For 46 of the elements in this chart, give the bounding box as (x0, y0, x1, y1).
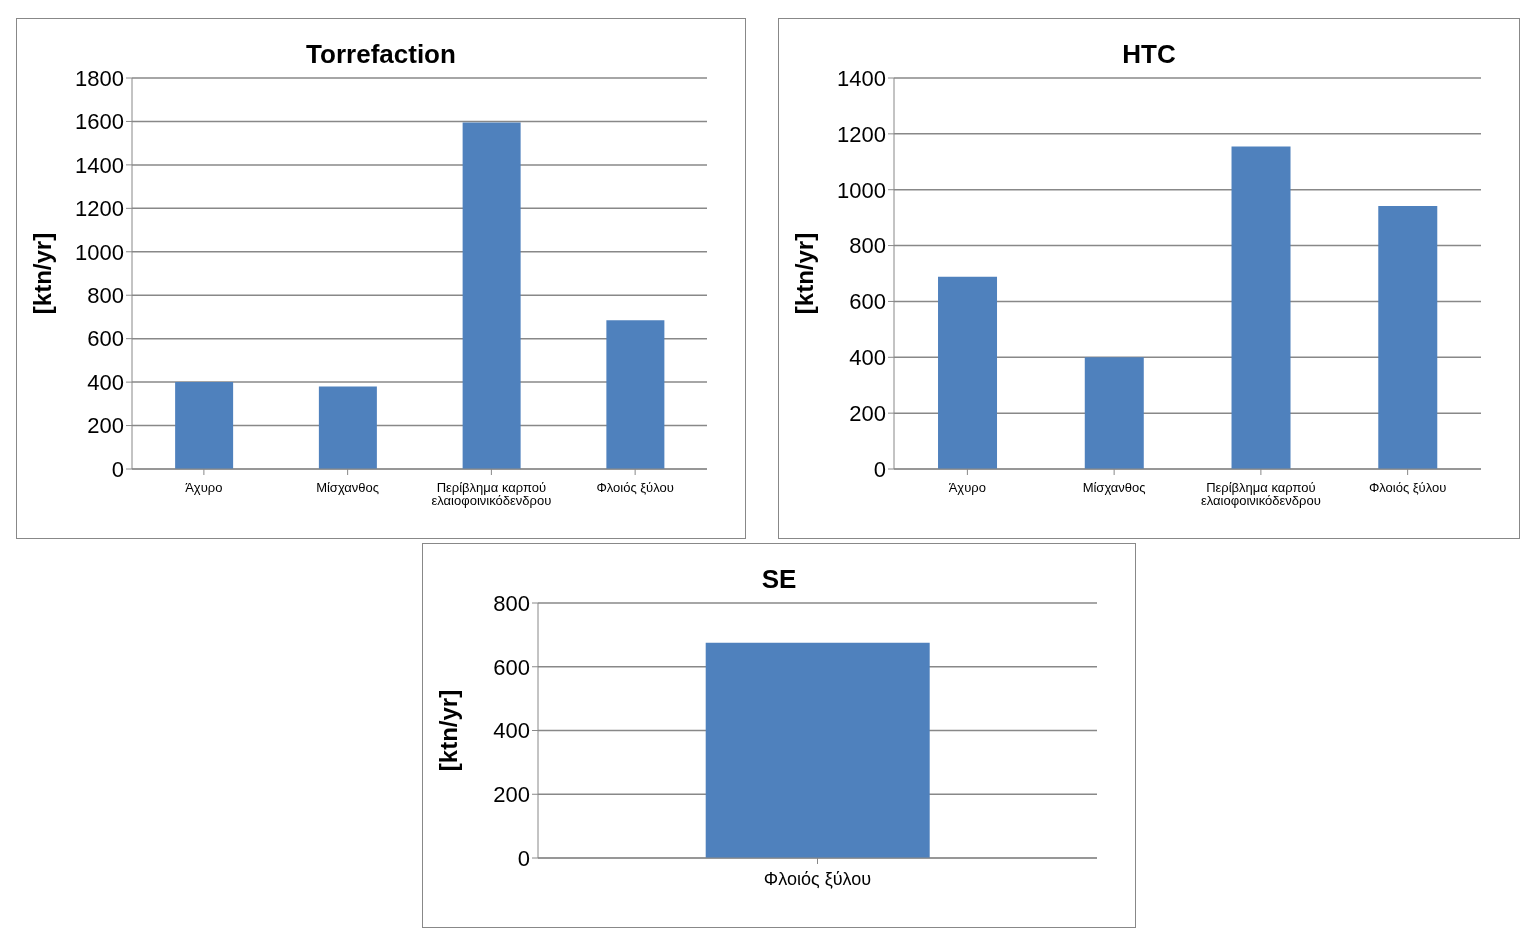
y-tick-label: 1800 (75, 65, 124, 91)
y-tick-label: 1200 (837, 121, 886, 147)
x-tick-label: Μίσχανθος (1082, 480, 1146, 496)
bar (1378, 205, 1438, 469)
y-tick-label: 400 (849, 345, 886, 371)
x-tick-label: Μίσχανθος (316, 480, 380, 496)
y-tick-label: 200 (493, 782, 530, 808)
y-tick-label: 800 (493, 590, 530, 616)
chart-title: SE (761, 564, 797, 594)
y-tick-label: 0 (111, 456, 124, 482)
x-tick-label: Φλοιός ξύλου (1368, 480, 1447, 496)
y-tick-label: 0 (873, 456, 886, 482)
y-tick-label: 800 (87, 283, 124, 309)
bar (938, 276, 998, 469)
y-tick-label: 1400 (837, 65, 886, 91)
x-tick-label: Άχυρο (948, 480, 986, 496)
bar (1231, 146, 1291, 469)
y-tick-label: 400 (493, 718, 530, 744)
x-tick-label: Περίβλημα καρπού ελαιοφοινικόδενδρου (1201, 480, 1321, 509)
y-tick-label: 1000 (837, 177, 886, 203)
y-axis-title: [ktn/yr] (28, 232, 56, 315)
x-tick-label: Φλοιός ξύλου (763, 868, 872, 889)
y-tick-label: 200 (87, 413, 124, 439)
bar (175, 382, 234, 469)
y-tick-label: 600 (493, 654, 530, 680)
y-tick-label: 1200 (75, 196, 124, 222)
y-tick-label: 1400 (75, 152, 124, 178)
bar (462, 122, 521, 469)
y-tick-label: 800 (849, 233, 886, 259)
y-tick-label: 400 (87, 369, 124, 395)
y-tick-label: 600 (87, 326, 124, 352)
y-tick-label: 200 (849, 400, 886, 426)
x-tick-label: Φλοιός ξύλου (596, 480, 674, 496)
y-tick-label: 1000 (75, 239, 124, 265)
y-tick-label: 600 (849, 289, 886, 315)
bar (318, 386, 377, 469)
bar (606, 320, 665, 469)
y-tick-label: 0 (517, 845, 530, 871)
chart-title: Torrefaction (306, 39, 456, 69)
y-tick-label: 1600 (75, 109, 124, 135)
x-tick-label: Περίβλημα καρπού ελαιοφοινικόδενδρου (431, 480, 552, 509)
bar (1084, 357, 1144, 469)
chart-title: HTC (1122, 39, 1176, 69)
y-axis-title: [ktn/yr] (790, 232, 818, 315)
x-tick-label: Άχυρο (185, 480, 223, 496)
y-axis-title: [ktn/yr] (434, 689, 462, 772)
